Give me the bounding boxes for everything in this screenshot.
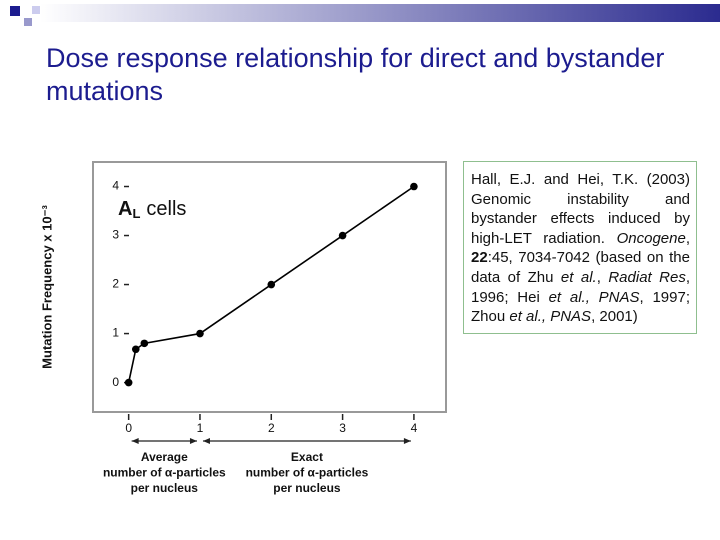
x-tick-label: 2 [268, 421, 275, 435]
data-point [338, 231, 347, 240]
y-tick-label: 2 [112, 277, 119, 291]
y-tick-label: 0 [112, 375, 119, 389]
citation-volume: 22 [471, 249, 488, 267]
citation-text: , [596, 268, 609, 286]
citation: Hall, E.J. and Hei, T.K. (2003) Genomic … [463, 161, 697, 334]
x-group-label: per nucleus [131, 481, 199, 495]
annotation: AL cells [118, 198, 186, 221]
x-tick-label: 1 [197, 421, 204, 435]
citation-text: , 1996; Hei [471, 268, 690, 306]
data-point [267, 280, 276, 289]
annotation-sub: L [132, 206, 140, 221]
y-tick-label: 4 [112, 179, 119, 193]
citation-etal: et al., PNAS [509, 308, 592, 326]
data-point [124, 378, 133, 387]
arrow-head [131, 438, 197, 444]
x-group-label: Exact [291, 450, 323, 464]
citation-text: , 1997; Zhou [471, 288, 690, 326]
y-tick-label: 1 [112, 326, 119, 340]
data-point [410, 182, 418, 191]
x-tick-label: 3 [339, 421, 346, 435]
x-group-label: number of α-particles [246, 466, 369, 480]
data-point [131, 345, 140, 354]
x-group-label: per nucleus [273, 481, 341, 495]
y-tick-label: 3 [112, 228, 119, 242]
citation-text: , [685, 229, 690, 247]
citation-text: Hall, E.J. and Hei, T.K. (2003) Genomic … [471, 171, 690, 247]
y-axis-label: Mutation Frequency x 10⁻³ [39, 205, 54, 369]
citation-text: , 2001) [591, 308, 638, 326]
chart: Mutation Frequency x 10⁻³ AL cells 0 1 2 3 4 0… [39, 161, 447, 495]
header-decoration [10, 4, 720, 26]
citation-etal: et al. [560, 268, 597, 286]
annotation-rest: cells [146, 198, 186, 220]
citation-etal: et al., PNAS [548, 288, 640, 306]
slide-title: Dose response relationship for direct an… [46, 43, 665, 106]
x-group-label: Average [141, 450, 188, 464]
citation-journal: Oncogene [616, 229, 686, 247]
annotation-main: A [118, 198, 132, 220]
data-point [196, 329, 204, 338]
citation-journal: Radiat Res [608, 268, 686, 286]
citation-text: :45, 7034-7042 (based on the data of Zhu [471, 249, 690, 286]
x-tick-label: 4 [411, 421, 418, 435]
x-group-label: number of α-particles [103, 466, 226, 480]
data-point [140, 339, 149, 348]
x-tick-label: 0 [125, 421, 132, 435]
